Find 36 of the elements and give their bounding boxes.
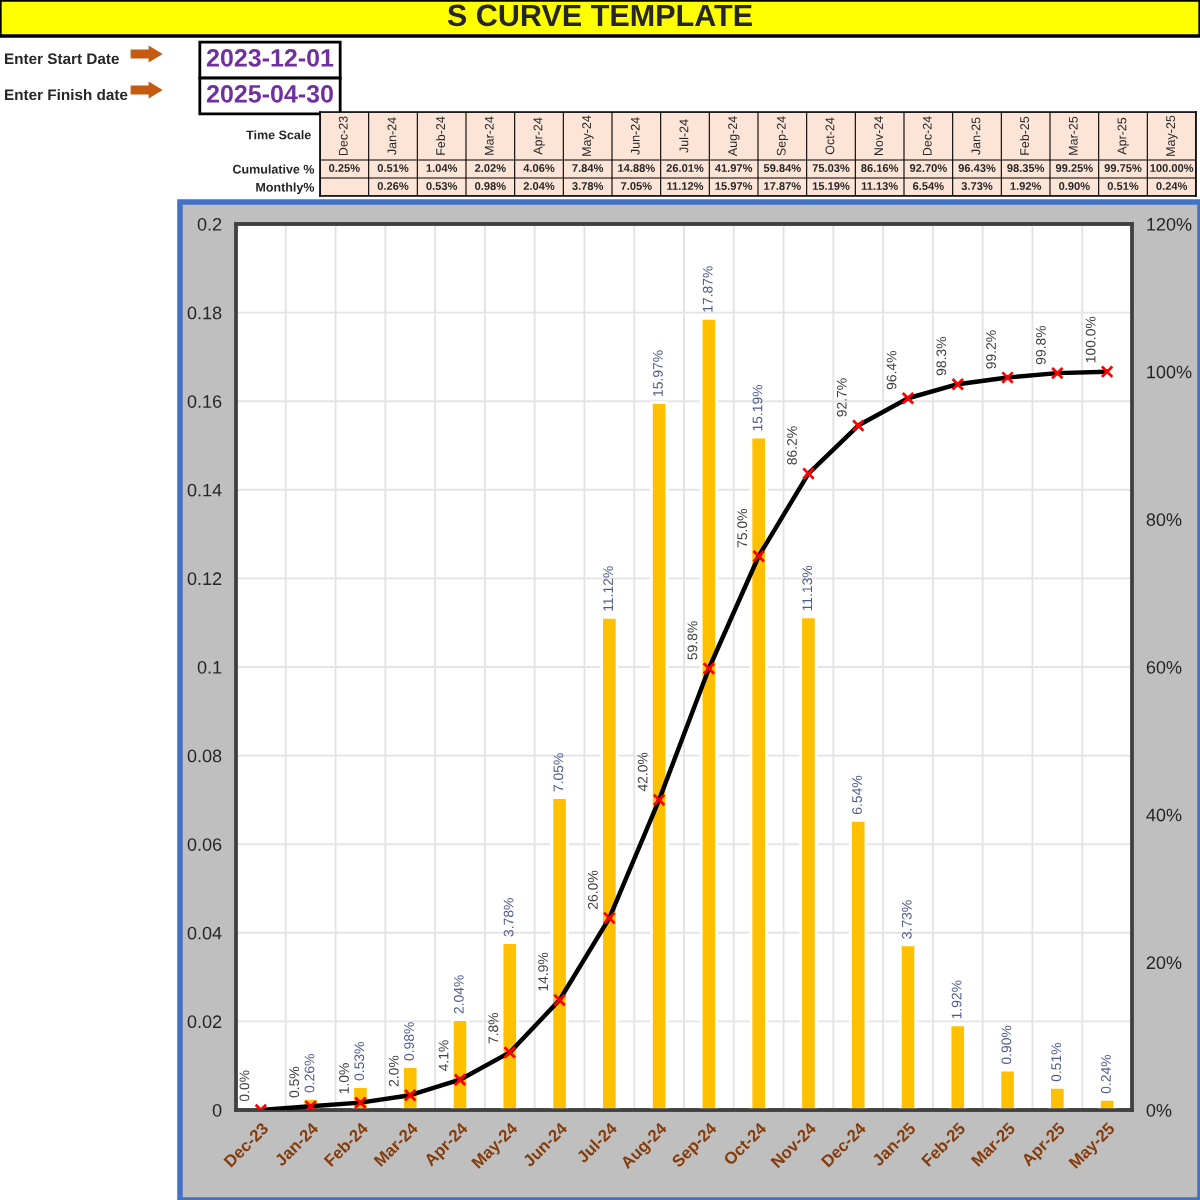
y2-tick-label: 80% xyxy=(1146,513,1182,527)
y2-tick-label: 20% xyxy=(1146,956,1182,970)
y-tick-label: 0.12 xyxy=(187,572,222,586)
point xyxy=(1050,366,1064,380)
y-tick-label: 0.2 xyxy=(197,217,222,231)
y-tick-label: 0.14 xyxy=(187,483,222,497)
point xyxy=(801,466,816,481)
y-tick-label: 0.08 xyxy=(187,749,222,763)
point xyxy=(1100,365,1114,379)
point xyxy=(1000,370,1015,385)
y-tick-label: 0.18 xyxy=(187,306,222,320)
text: S CURVE TEMPLATE xyxy=(447,4,752,27)
y2-tick-label: 120% xyxy=(1147,217,1192,231)
text: 2025-04-30 xyxy=(206,85,333,103)
point xyxy=(453,1073,467,1087)
point xyxy=(602,911,616,925)
point xyxy=(951,377,965,391)
point xyxy=(353,1096,368,1110)
point xyxy=(702,661,716,676)
point xyxy=(752,549,766,563)
y-tick-label: 0.04 xyxy=(187,926,222,940)
point xyxy=(652,793,666,807)
point xyxy=(552,993,567,1007)
y-tick-label: 0 xyxy=(212,1103,222,1117)
y2-tick-label: 40% xyxy=(1146,808,1182,822)
y2-tick-label: 60% xyxy=(1146,660,1182,674)
y-tick-label: 0.16 xyxy=(187,395,222,408)
point xyxy=(851,418,865,433)
y2-tick-label: 0% xyxy=(1146,1103,1172,1117)
point xyxy=(503,1045,517,1059)
text: 2023-12-01 xyxy=(206,49,334,67)
y2-tick-label: 100% xyxy=(1147,365,1192,379)
y-tick-label: 0.02 xyxy=(187,1015,222,1029)
y-tick-label: 0.1 xyxy=(197,660,222,674)
y-tick-label: 0.06 xyxy=(187,838,222,851)
point xyxy=(901,391,915,405)
